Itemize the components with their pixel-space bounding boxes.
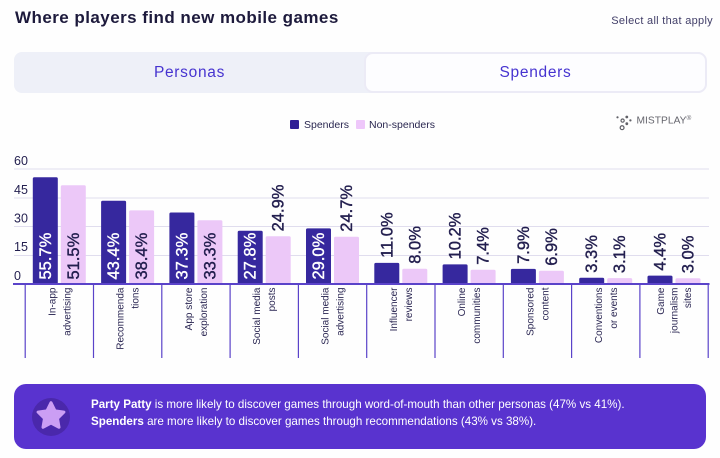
svg-text:60: 60 xyxy=(14,154,28,168)
svg-text:tions: tions xyxy=(131,288,142,309)
svg-text:Recommenda: Recommenda xyxy=(116,287,127,350)
svg-text:App store: App store xyxy=(184,287,195,330)
svg-text:Game: Game xyxy=(656,287,667,315)
svg-text:8.0%: 8.0% xyxy=(406,226,424,264)
svg-text:advertising: advertising xyxy=(336,288,347,336)
svg-text:Conventions: Conventions xyxy=(594,288,605,344)
svg-text:7.9%: 7.9% xyxy=(515,226,533,264)
svg-text:11.0%: 11.0% xyxy=(378,212,396,258)
svg-text:Social media: Social media xyxy=(252,287,263,345)
svg-text:sites: sites xyxy=(683,288,694,309)
svg-text:24.7%: 24.7% xyxy=(338,185,356,232)
svg-text:4.4%: 4.4% xyxy=(652,233,670,271)
svg-text:journalism: journalism xyxy=(670,288,681,335)
svg-text:45: 45 xyxy=(14,183,28,197)
svg-text:24.9%: 24.9% xyxy=(270,184,288,231)
svg-text:0: 0 xyxy=(14,269,21,283)
svg-text:or events: or events xyxy=(609,288,620,329)
svg-text:communities: communities xyxy=(472,287,483,343)
svg-text:3.1%: 3.1% xyxy=(611,235,629,273)
svg-text:30: 30 xyxy=(14,212,28,226)
svg-text:37.3%: 37.3% xyxy=(173,232,191,279)
svg-text:Social media: Social media xyxy=(321,287,332,345)
svg-text:27.8%: 27.8% xyxy=(242,232,260,279)
svg-text:3.3%: 3.3% xyxy=(583,235,601,273)
svg-text:reviews: reviews xyxy=(404,288,415,322)
svg-text:15: 15 xyxy=(14,240,28,254)
svg-text:Sponsored: Sponsored xyxy=(525,288,536,336)
svg-text:content: content xyxy=(540,287,551,320)
svg-text:51.5%: 51.5% xyxy=(65,232,83,279)
svg-text:43.4%: 43.4% xyxy=(105,232,123,279)
svg-text:3.0%: 3.0% xyxy=(680,235,698,273)
svg-text:7.4%: 7.4% xyxy=(475,227,493,265)
svg-text:6.9%: 6.9% xyxy=(543,228,561,266)
svg-text:exploration: exploration xyxy=(199,288,210,337)
svg-text:33.3%: 33.3% xyxy=(201,232,219,279)
svg-text:advertising: advertising xyxy=(62,288,73,336)
svg-text:In-app: In-app xyxy=(47,287,58,316)
svg-text:29.0%: 29.0% xyxy=(310,232,328,279)
svg-text:55.7%: 55.7% xyxy=(37,232,55,279)
svg-text:Online: Online xyxy=(457,287,468,316)
svg-text:10.2%: 10.2% xyxy=(447,212,465,259)
svg-text:posts: posts xyxy=(267,288,278,312)
svg-text:38.4%: 38.4% xyxy=(133,232,151,279)
svg-text:Influencer: Influencer xyxy=(389,287,400,332)
